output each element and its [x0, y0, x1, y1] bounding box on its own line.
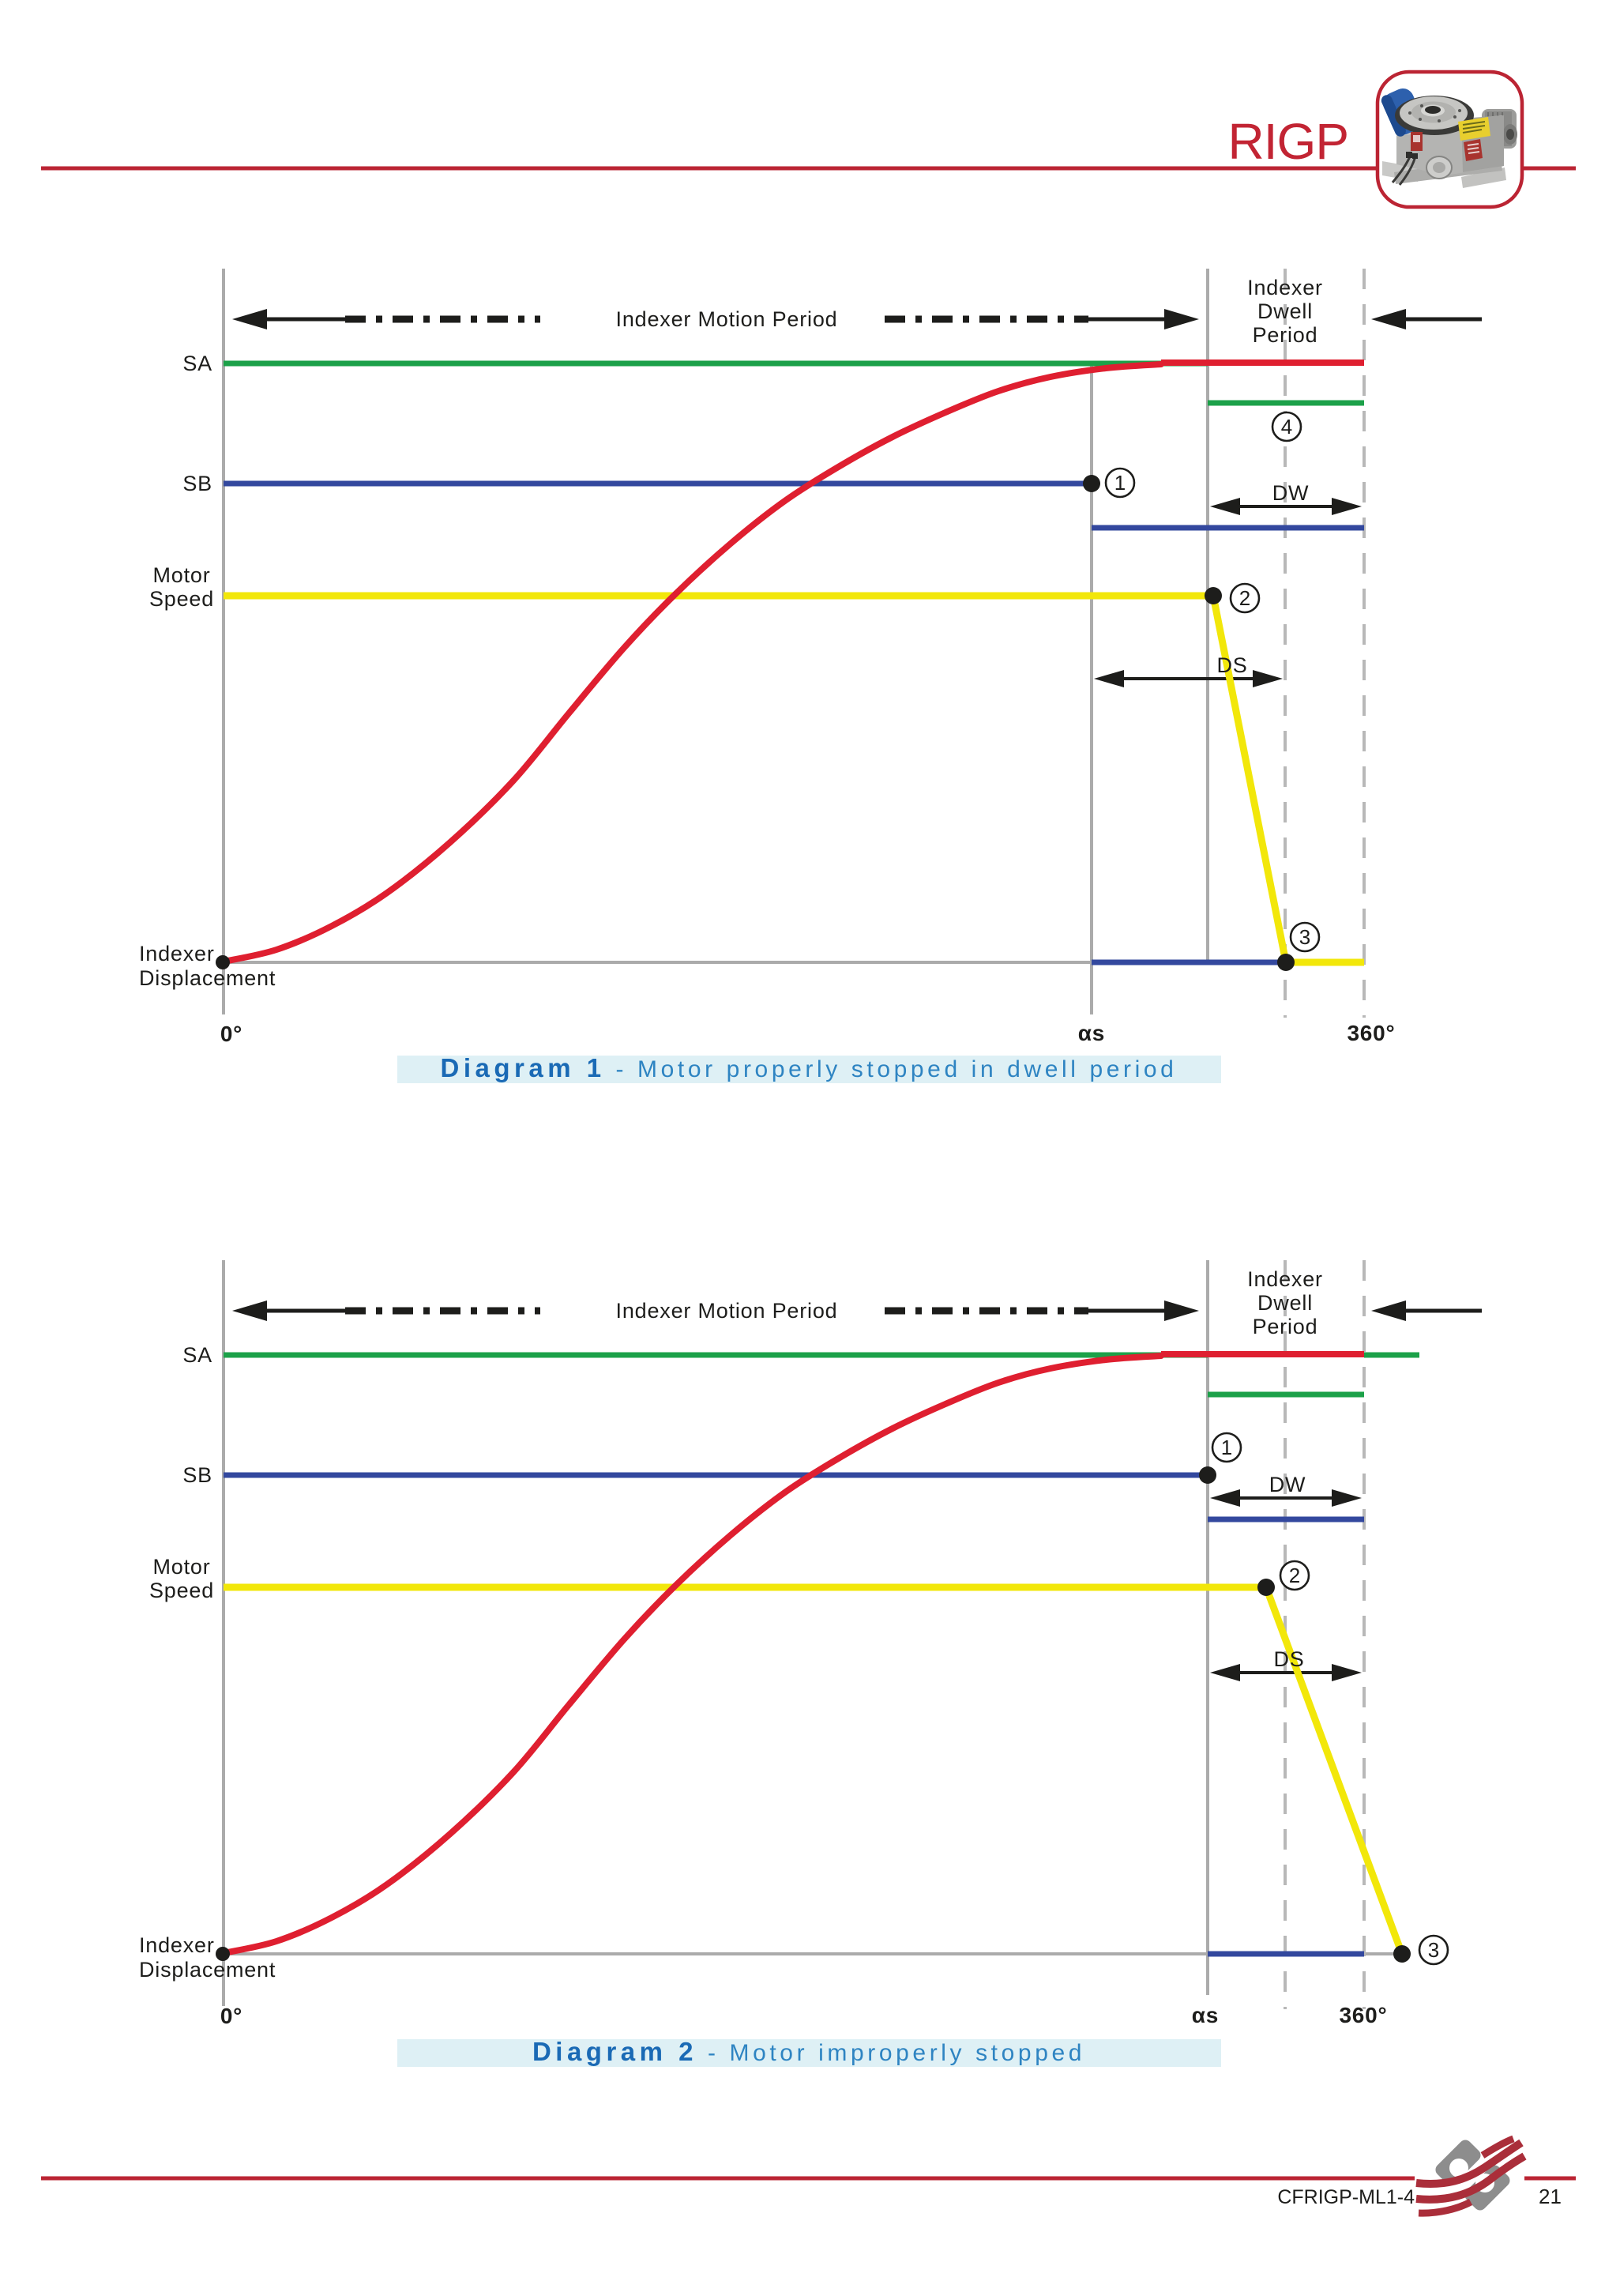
- svg-text:Indexer: Indexer: [139, 1933, 215, 1957]
- svg-text:Speed: Speed: [149, 1579, 214, 1602]
- svg-text:SB: SB: [182, 472, 212, 495]
- svg-text:4: 4: [1281, 415, 1292, 438]
- svg-text:3: 3: [1428, 1938, 1439, 1962]
- svg-text:Displacement: Displacement: [139, 966, 276, 990]
- svg-text:360°: 360°: [1339, 2003, 1387, 2027]
- svg-text:21: 21: [1539, 2185, 1562, 2208]
- svg-text:SA: SA: [182, 352, 212, 375]
- svg-text:3: 3: [1299, 925, 1310, 949]
- svg-text:RIGP: RIGP: [1228, 113, 1348, 170]
- svg-text:Motor: Motor: [152, 563, 210, 587]
- svg-text:DW: DW: [1269, 1473, 1306, 1496]
- svg-text:2: 2: [1289, 1564, 1300, 1587]
- svg-text:DW: DW: [1272, 481, 1310, 505]
- svg-text:Indexer: Indexer: [1247, 276, 1323, 299]
- svg-text:αs: αs: [1078, 1021, 1105, 1045]
- svg-text:Dwell: Dwell: [1257, 1291, 1313, 1315]
- svg-text:SB: SB: [182, 1463, 212, 1487]
- svg-text:Indexer: Indexer: [1247, 1267, 1323, 1291]
- svg-text:1: 1: [1221, 1436, 1232, 1459]
- svg-text:DS: DS: [1216, 653, 1247, 677]
- svg-text:DS: DS: [1273, 1647, 1304, 1671]
- svg-text:Speed: Speed: [149, 587, 214, 611]
- svg-text:Period: Period: [1253, 323, 1318, 347]
- svg-text:360°: 360°: [1347, 1021, 1395, 1045]
- svg-text:Indexer: Indexer: [139, 942, 215, 965]
- svg-text:αs: αs: [1192, 2003, 1219, 2027]
- svg-text:0°: 0°: [220, 1022, 242, 1046]
- svg-text:CFRIGP-ML1-4: CFRIGP-ML1-4: [1277, 2186, 1415, 2208]
- svg-text:Motor: Motor: [152, 1555, 210, 1579]
- svg-text:Indexer Motion Period: Indexer Motion Period: [616, 1299, 838, 1323]
- svg-text:Period: Period: [1253, 1315, 1318, 1338]
- svg-text:Displacement: Displacement: [139, 1958, 276, 1982]
- svg-text:Dwell: Dwell: [1257, 299, 1313, 323]
- svg-text:Diagram 2 - Motor improperly s: Diagram 2 - Motor improperly stopped: [532, 2037, 1085, 2066]
- svg-text:SA: SA: [182, 1343, 212, 1367]
- svg-text:0°: 0°: [220, 2004, 242, 2028]
- svg-text:2: 2: [1239, 586, 1250, 610]
- svg-text:Diagram 1 - Motor properly sto: Diagram 1 - Motor properly stopped in dw…: [441, 1053, 1178, 1082]
- svg-text:Indexer Motion Period: Indexer Motion Period: [616, 307, 838, 331]
- svg-text:1: 1: [1114, 471, 1126, 495]
